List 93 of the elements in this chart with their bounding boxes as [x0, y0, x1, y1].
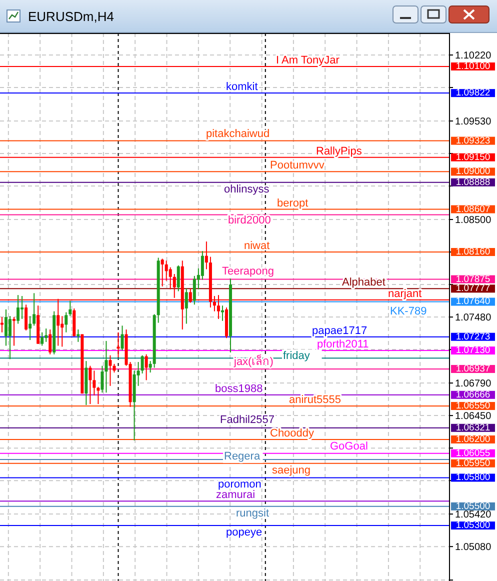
candlestick	[160, 258, 164, 287]
ref-line-label: bird2000	[228, 214, 271, 227]
text: 1.07777	[456, 283, 490, 294]
text: 1.06055	[456, 448, 490, 459]
candlestick	[4, 308, 8, 346]
candlestick	[64, 312, 68, 333]
text: 1.09150	[456, 152, 490, 163]
text: 1.05500	[456, 500, 490, 512]
candlestick	[120, 325, 124, 352]
y-tick-label: 1.06450	[455, 410, 492, 422]
candlestick	[108, 354, 112, 386]
candlestick	[48, 328, 52, 355]
candlestick	[176, 264, 180, 292]
candlestick	[116, 332, 120, 358]
candlestick	[204, 240, 208, 270]
text: 1.09323	[456, 135, 490, 146]
text: 1.08607	[456, 204, 490, 215]
ref-line-label: I Am TonyJar	[276, 54, 340, 66]
candlestick	[32, 292, 36, 326]
candlestick	[8, 316, 12, 360]
y-tick-label: 1.08500	[455, 214, 492, 226]
y-tick-label: 1.06790	[455, 378, 492, 390]
candlestick	[164, 260, 168, 282]
candlestick	[144, 354, 148, 381]
text: 1.06200	[456, 434, 490, 445]
ref-line-label: RallyPips	[316, 145, 362, 158]
candlestick	[92, 370, 96, 396]
text: 1.09000	[456, 166, 490, 178]
ref-line-label: ohlinsyss	[224, 183, 270, 196]
ref-line-label: anirut5555	[289, 394, 341, 406]
ref-line-label: papae1717	[312, 324, 368, 337]
text: 1.06550	[456, 400, 490, 412]
candlestick	[200, 250, 204, 280]
text: 1.05950	[456, 458, 490, 469]
text: 1.08160	[456, 246, 490, 258]
ref-line-label: poromon	[218, 478, 262, 491]
ref-line-label: boss1988	[215, 382, 263, 395]
ref-line-label: Alphabet	[342, 276, 386, 289]
ref-line-label: zamurai	[216, 489, 256, 502]
candlestick	[100, 365, 104, 394]
candlestick	[28, 316, 32, 340]
candlestick	[168, 266, 172, 290]
text: 1.07130	[456, 345, 490, 356]
ref-line-label: pforth2011	[317, 338, 369, 351]
candlestick	[192, 275, 196, 306]
text: 1.06937	[456, 363, 490, 374]
candlestick	[104, 340, 108, 394]
ref-line-label: saejung	[272, 464, 311, 476]
candlestick	[140, 354, 144, 374]
candlestick	[148, 360, 152, 374]
y-tick-label: 1.07480	[455, 312, 492, 324]
candlestick	[24, 304, 28, 331]
candlestick	[12, 316, 16, 346]
ref-line-label: pitakchaiwud	[206, 128, 270, 140]
candlestick	[68, 300, 72, 317]
ref-line-label: komkit	[226, 81, 258, 94]
candlestick	[60, 316, 64, 348]
candlestick	[16, 294, 20, 324]
text: 1.07875	[456, 274, 490, 285]
ref-line-label: Teerapong	[222, 265, 274, 278]
text: 1.07273	[456, 331, 490, 342]
ref-line-label: friday	[283, 350, 310, 362]
ref-line-label: Chooddy	[270, 427, 315, 440]
candlestick	[88, 365, 92, 405]
ref-line-label: GoGoal	[330, 440, 368, 452]
text: 1.10100	[456, 60, 490, 72]
ref-line-label: Regera	[224, 450, 261, 463]
text: 1.05800	[456, 472, 490, 484]
ref-line-label: popeye	[226, 526, 262, 539]
y-tick-label: 1.05080	[455, 542, 492, 553]
text: 1.06321	[456, 422, 490, 434]
ref-line-label: beropt	[277, 197, 308, 210]
candlestick	[20, 296, 24, 320]
text: 1.06666	[456, 389, 490, 400]
candlestick	[220, 305, 224, 322]
chart-title: EURUSDm,H4	[28, 9, 114, 24]
ref-line-label: niwat	[244, 240, 270, 252]
text: 1.09822	[456, 88, 490, 99]
y-tick-label: 1.09530	[455, 116, 492, 128]
text: 1.05300	[456, 520, 490, 532]
ref-line-label: rungsit	[236, 507, 270, 520]
ref-line-label: Fadhil2557	[220, 414, 274, 426]
candlestick	[40, 332, 44, 346]
ref-line-label: narjant	[388, 288, 422, 300]
text: 1.07640	[456, 296, 490, 308]
candlestick	[44, 328, 48, 342]
ref-line-label: jax(เล็ก)	[233, 354, 274, 368]
y-tick-label: 1.10220	[455, 50, 492, 62]
ref-line-label: KK-789	[390, 306, 427, 318]
text: 1.08888	[456, 176, 490, 188]
ref-line-label: Pootumvvv	[270, 160, 325, 172]
candlestick	[184, 288, 188, 324]
y-tick-label: 1.05420	[455, 509, 492, 520]
